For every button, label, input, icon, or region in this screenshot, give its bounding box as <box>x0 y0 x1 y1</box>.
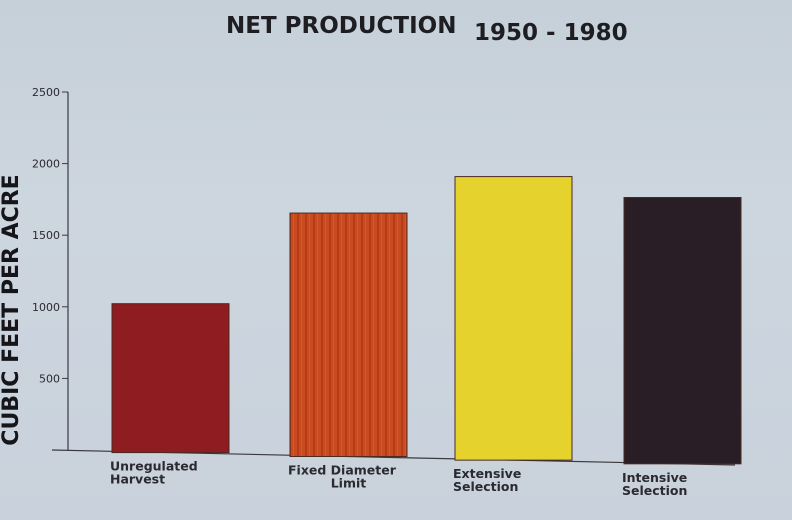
chart-subtitle: 1950 - 1980 <box>474 20 628 46</box>
y-tick-label: 1000 <box>32 301 60 314</box>
category-label: Limit <box>331 476 367 491</box>
y-tick-label: 2500 <box>32 86 60 99</box>
bar <box>623 196 742 465</box>
category-label: Harvest <box>110 472 165 487</box>
bar <box>289 212 408 458</box>
bars <box>111 176 742 465</box>
y-axis-label: CUBIC FEET PER ACRE <box>0 174 24 445</box>
category-label: Unregulated <box>110 459 198 474</box>
category-label: Intensive <box>622 470 687 485</box>
bar <box>454 176 573 461</box>
bar <box>111 303 230 454</box>
y-tick-label: 1500 <box>32 229 60 242</box>
chart-title: NET PRODUCTION <box>226 13 456 39</box>
y-tick-label: 500 <box>39 372 60 385</box>
category-label: Fixed Diameter <box>288 463 397 478</box>
category-label: Selection <box>453 479 518 494</box>
y-tick-label: 2000 <box>32 158 60 171</box>
y-ticks: 500 1000 1500 2000 2500 <box>32 86 68 385</box>
category-label: Extensive <box>453 466 521 481</box>
category-label: Selection <box>622 483 687 498</box>
